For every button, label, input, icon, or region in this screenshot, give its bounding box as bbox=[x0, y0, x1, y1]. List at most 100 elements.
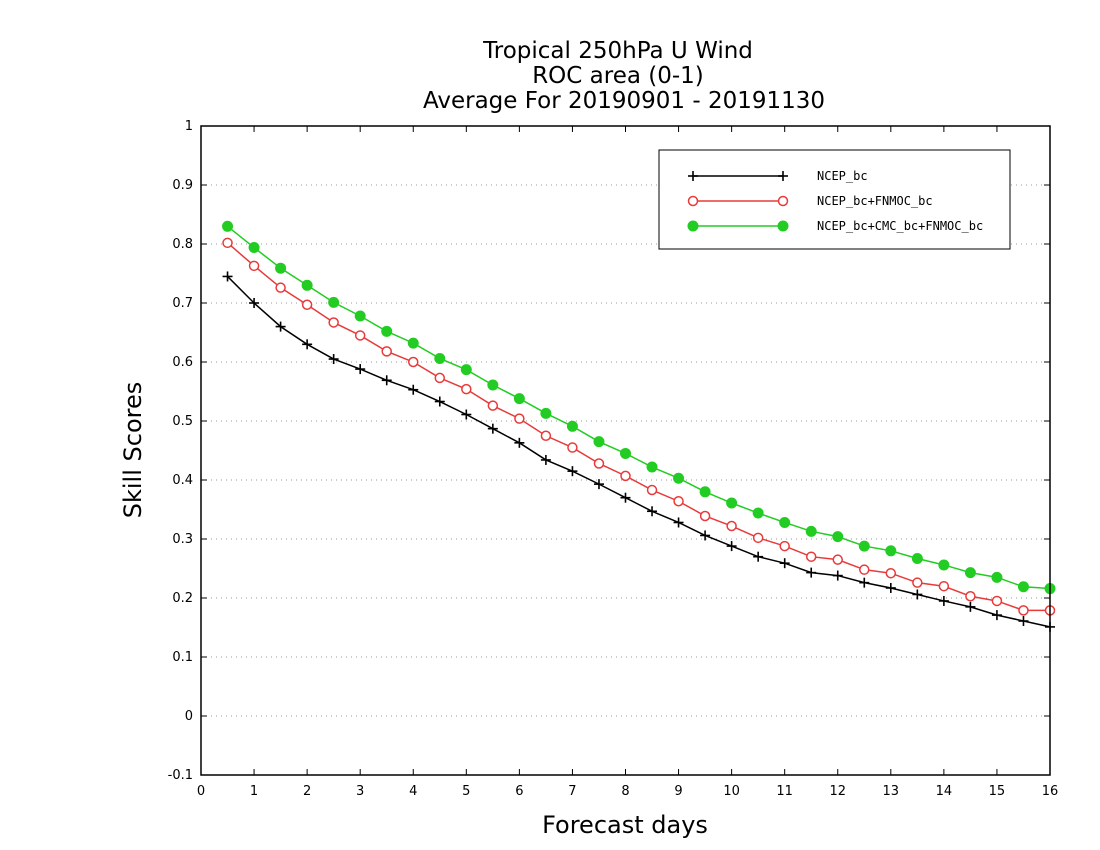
y-tick-label: 0.4 bbox=[172, 473, 193, 488]
x-tick-label: 8 bbox=[621, 784, 629, 799]
data-point bbox=[407, 337, 419, 349]
data-point bbox=[1018, 616, 1029, 627]
data-point bbox=[461, 409, 472, 420]
data-point bbox=[460, 364, 472, 376]
series-layer bbox=[222, 220, 1056, 632]
data-point bbox=[859, 564, 870, 575]
axis-layer: -0.100.10.20.30.40.50.60.70.80.910 1 2 3 4 5 6… bbox=[168, 119, 1059, 799]
data-point bbox=[673, 472, 685, 484]
data-point bbox=[567, 466, 578, 477]
data-point bbox=[832, 570, 843, 581]
x-tick-label: 7 bbox=[568, 784, 576, 799]
data-point bbox=[566, 420, 578, 432]
data-point bbox=[885, 582, 896, 593]
data-point bbox=[354, 330, 366, 341]
x-tick-label: 15 bbox=[989, 784, 1006, 799]
data-point bbox=[779, 516, 791, 528]
data-point bbox=[487, 400, 499, 411]
y-tick-label: 0.9 bbox=[172, 178, 193, 193]
data-point bbox=[513, 393, 525, 405]
data-point bbox=[991, 571, 1003, 583]
data-point bbox=[434, 352, 446, 364]
data-point bbox=[912, 577, 923, 588]
legend-marker-start bbox=[687, 195, 699, 207]
data-point bbox=[222, 271, 233, 282]
x-tick-label: 4 bbox=[409, 784, 417, 799]
data-point bbox=[779, 540, 790, 552]
data-point bbox=[726, 541, 737, 552]
data-point bbox=[301, 299, 313, 311]
data-point bbox=[1017, 581, 1029, 593]
data-point bbox=[752, 532, 764, 544]
data-point bbox=[1018, 605, 1029, 616]
y-tick-label: 0 bbox=[185, 709, 193, 724]
legend-entry-1: NCEP_bc+FNMOC_bc bbox=[687, 194, 933, 208]
legend-box bbox=[658, 149, 1011, 250]
data-point bbox=[646, 461, 658, 473]
data-point bbox=[885, 545, 897, 557]
data-point bbox=[381, 325, 393, 337]
data-point bbox=[355, 364, 366, 375]
data-point bbox=[249, 298, 260, 308]
y-tick-label: 0.3 bbox=[172, 532, 193, 547]
data-point bbox=[593, 479, 604, 490]
x-tick-label: 13 bbox=[883, 784, 900, 799]
data-point bbox=[593, 458, 605, 469]
data-point bbox=[805, 551, 817, 562]
legend-marker-end bbox=[777, 220, 789, 232]
x-tick-label: 0 bbox=[197, 784, 205, 799]
data-point bbox=[832, 531, 844, 543]
data-point bbox=[805, 525, 817, 537]
y-tick-label: 0.1 bbox=[172, 650, 193, 665]
data-point bbox=[434, 396, 445, 407]
data-point bbox=[593, 436, 605, 448]
y-tick-label: 0.2 bbox=[172, 591, 193, 606]
data-point bbox=[248, 242, 260, 254]
chart-title: Tropical 250hPa U Wind ROC area (0-1) Av… bbox=[423, 38, 825, 114]
data-point bbox=[965, 601, 976, 612]
data-point bbox=[302, 339, 313, 350]
y-tick-label: 0.5 bbox=[172, 414, 193, 429]
data-point bbox=[381, 346, 392, 357]
x-tick-label: 10 bbox=[723, 784, 740, 799]
x-tick-label: 16 bbox=[1042, 784, 1059, 799]
data-point bbox=[991, 595, 1003, 607]
legend-label: NCEP_bc bbox=[817, 169, 868, 183]
legend-marker-start bbox=[687, 220, 699, 232]
x-axis-title: Forecast days bbox=[542, 811, 708, 839]
legend-marker-end bbox=[778, 171, 788, 181]
legend-entry-0: NCEP_bc bbox=[688, 169, 868, 183]
x-tick-label: 2 bbox=[303, 784, 311, 799]
x-tick-label: 9 bbox=[674, 784, 682, 799]
series-1 bbox=[222, 237, 1056, 616]
data-point bbox=[726, 520, 737, 532]
series-line bbox=[227, 275, 1051, 628]
data-point bbox=[647, 506, 658, 517]
data-point bbox=[328, 296, 340, 308]
title-line-3: Average For 20190901 - 20191130 bbox=[423, 88, 825, 114]
data-point bbox=[832, 554, 843, 565]
data-point bbox=[567, 442, 578, 453]
y-axis-title: Skill Scores bbox=[119, 382, 147, 519]
data-point bbox=[487, 423, 498, 434]
legend-label: NCEP_bc+FNMOC_bc bbox=[817, 194, 933, 208]
data-point bbox=[912, 589, 923, 600]
data-point bbox=[540, 407, 552, 419]
data-point bbox=[275, 321, 286, 332]
data-point bbox=[753, 551, 764, 562]
data-point bbox=[752, 507, 764, 519]
x-tick-label: 1 bbox=[250, 784, 258, 799]
title-line-2: ROC area (0-1) bbox=[532, 63, 704, 89]
data-point bbox=[275, 262, 287, 274]
data-point bbox=[461, 383, 472, 395]
data-point bbox=[487, 379, 499, 391]
data-point bbox=[911, 552, 923, 564]
data-point bbox=[248, 260, 260, 272]
data-point bbox=[806, 567, 817, 578]
series-2 bbox=[222, 220, 1056, 595]
data-point bbox=[620, 447, 631, 459]
data-point bbox=[673, 495, 684, 507]
data-point bbox=[222, 220, 234, 232]
y-tick-label: 0.6 bbox=[172, 355, 193, 370]
data-point bbox=[540, 430, 552, 441]
